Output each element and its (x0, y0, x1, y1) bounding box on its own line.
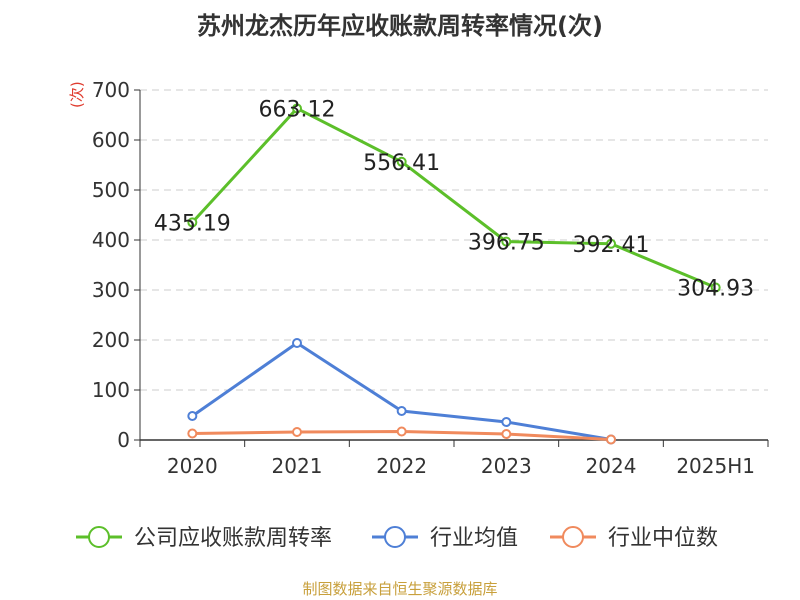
data-point (396, 406, 407, 416)
series-line (191, 341, 612, 441)
data-point (396, 156, 407, 167)
y-tick-label: 500 (92, 178, 130, 202)
legend-swatch-marker (562, 526, 584, 548)
data-point (292, 427, 302, 437)
y-tick-label: 300 (92, 278, 130, 302)
data-label: 392.41 (573, 233, 650, 258)
legend-label: 行业均值 (430, 526, 518, 551)
data-point (501, 417, 512, 427)
y-tick-label: 700 (92, 78, 130, 102)
data-point (187, 428, 198, 439)
data-label: 304.93 (677, 277, 754, 302)
legend-swatch-marker (384, 526, 406, 548)
x-tick-label: 2024 (586, 454, 637, 478)
data-point (187, 217, 198, 228)
data-label: 663.12 (259, 97, 336, 122)
x-tick-label: 2021 (272, 454, 323, 478)
legend-label: 公司应收账款周转率 (134, 526, 332, 551)
source-note: 制图数据来自恒生聚源数据库 (302, 580, 498, 598)
data-label: 396.75 (468, 231, 545, 256)
legend-label: 行业中位数 (608, 526, 718, 551)
y-tick-label: 200 (92, 328, 130, 352)
legend-swatch-marker (88, 526, 110, 548)
x-tick-label: 2022 (376, 454, 427, 478)
data-point (396, 426, 407, 437)
data-point (292, 338, 302, 348)
y-tick-label: 600 (92, 128, 130, 152)
data-point (501, 236, 512, 247)
y-tick-label: 400 (92, 228, 130, 252)
data-point (292, 103, 302, 114)
y-tick-label: 100 (92, 378, 130, 402)
data-point (187, 411, 198, 421)
data-label: 435.19 (154, 211, 231, 236)
data-point (501, 429, 512, 439)
data-point (606, 238, 616, 249)
data-point (710, 282, 721, 293)
data-label: 556.41 (363, 151, 440, 176)
x-tick-label: 2023 (481, 454, 532, 478)
x-tick-label: 2025H1 (676, 454, 755, 478)
data-point (606, 434, 616, 445)
x-tick-label: 2020 (167, 454, 218, 478)
y-tick-label: 0 (117, 428, 130, 452)
series-line (191, 106, 717, 289)
chart-title: 苏州龙杰历年应收账款周转率情况(次) (197, 12, 603, 40)
